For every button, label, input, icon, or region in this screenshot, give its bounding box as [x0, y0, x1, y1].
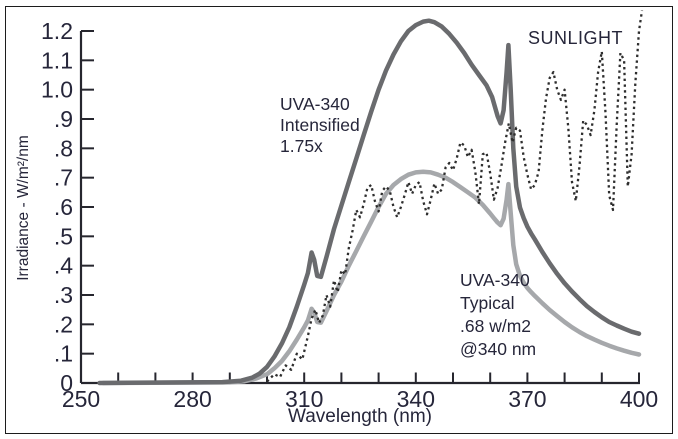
y-tick-label: .3 [54, 282, 73, 308]
series-uva-340-typical [101, 169, 642, 386]
label-uva340-typical: UVA-340 Typical .68 w/m2 @340 nm [460, 269, 536, 361]
y-tick-label: .6 [54, 194, 73, 220]
label-line: @340 nm [460, 339, 537, 359]
label-line: SUNLIGHT [528, 28, 624, 48]
y-tick-label: .2 [54, 311, 73, 337]
x-tick-label: 340 [397, 386, 435, 412]
x-tick-label: 400 [620, 386, 658, 412]
label-line: UVA-340 [280, 94, 350, 114]
y-tick-label: .5 [54, 223, 73, 249]
y-tick-label: .9 [54, 106, 73, 132]
label-line: 1.75x [280, 136, 323, 156]
y-tick-label: 0 [60, 370, 73, 396]
label-line: UVA-340 [460, 270, 530, 290]
label-line: Typical [460, 293, 515, 313]
y-tick-label: 1.2 [41, 18, 73, 44]
y-tick-label: .7 [54, 165, 73, 191]
y-axis-title: Irradiance - W/m²/nm [15, 135, 32, 281]
label-uva340-intensified: UVA-340 Intensified 1.75x [280, 94, 360, 157]
y-tick-label: .8 [54, 135, 73, 161]
y-tick-label: 1.1 [41, 47, 73, 73]
x-tick-label: 250 [62, 386, 100, 412]
y-tick-label: .1 [54, 341, 73, 367]
x-tick-label: 280 [173, 386, 211, 412]
y-tick-label: 1.0 [41, 77, 73, 103]
label-sunlight: SUNLIGHT [528, 28, 623, 49]
series-uva-340-intensified-1-75x [97, 18, 642, 386]
x-tick-label: 370 [508, 386, 546, 412]
y-tick-label: .4 [54, 253, 73, 279]
x-axis-title: Wavelength (nm) [288, 406, 432, 427]
series-sunlight [266, 10, 644, 383]
label-line: .68 w/m2 [460, 316, 531, 336]
label-line: Intensified [280, 115, 360, 135]
x-tick-label: 310 [285, 386, 323, 412]
